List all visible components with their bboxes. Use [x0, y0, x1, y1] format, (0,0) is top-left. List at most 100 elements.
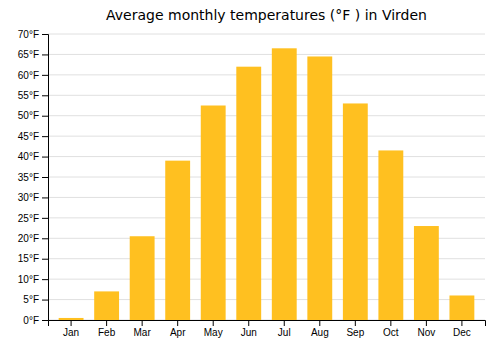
title: Average monthly temperatures (°F ) in Vi…: [106, 7, 427, 23]
tick-label: 35°F: [18, 172, 39, 183]
tick-mark: [42, 279, 48, 280]
tick: Jun: [241, 320, 257, 338]
tick-label: Nov: [417, 327, 435, 338]
tick-mark: [42, 300, 48, 301]
tick-mark: [42, 136, 48, 137]
tick-label: 65°F: [18, 49, 39, 60]
tick: May: [204, 320, 223, 338]
x-axis: Jan Feb Mar Apr May Jun Jul Aug Sep Oct Nov Dec: [49, 320, 486, 338]
tick: 10°F: [18, 274, 48, 285]
tick-mark: [42, 238, 48, 239]
tick-mark: [355, 320, 356, 326]
tick-label: 0°F: [23, 315, 39, 326]
tick-label: 20°F: [18, 233, 39, 244]
tick-mark: [42, 177, 48, 178]
tick: Oct: [383, 320, 399, 338]
tick-label: Mar: [134, 327, 152, 338]
tick-mark: [461, 320, 462, 326]
bar: [130, 236, 155, 320]
tick: Aug: [311, 320, 329, 338]
grid-line: [48, 197, 485, 198]
tick-mark: [42, 157, 48, 158]
tick: Jul: [278, 320, 291, 338]
y-axis: 0°F 5°F 10°F 15°F 20°F 25°F 30°F 35°F 40°F 45°F 50…: [18, 29, 49, 326]
tick-label: 15°F: [18, 253, 39, 264]
tick: Dec: [453, 320, 471, 338]
tick-mark: [177, 320, 178, 326]
tick-mark: [42, 197, 48, 198]
bar: [201, 106, 226, 321]
tick: Jan: [63, 320, 79, 338]
bar: [414, 226, 439, 320]
tick-mark: [213, 320, 214, 326]
tick-label: Feb: [98, 327, 116, 338]
tick-label: 30°F: [18, 192, 39, 203]
tick-mark: [42, 95, 48, 96]
tick-label: 10°F: [18, 274, 39, 285]
tick-label: Jul: [278, 327, 291, 338]
grid-line: [48, 74, 485, 75]
bar: [378, 150, 403, 320]
plot: 0°F 5°F 10°F 15°F 20°F 25°F 30°F 35°F 40°F 45°F 50…: [18, 29, 486, 338]
bar: [59, 318, 84, 320]
tick-label: 50°F: [18, 110, 39, 121]
tick: 5°F: [23, 294, 48, 305]
bar: [236, 67, 261, 320]
tick-label: 60°F: [18, 70, 39, 81]
tick: 60°F: [18, 70, 48, 81]
tick: Feb: [98, 320, 116, 338]
tick-mark: [42, 259, 48, 260]
tick: 65°F: [18, 49, 48, 60]
tick: Mar: [134, 320, 152, 338]
grid-line: [48, 156, 485, 157]
bar: [165, 161, 190, 320]
tick-mark: [390, 320, 391, 326]
tick-mark: [284, 320, 285, 326]
tick-label: Oct: [383, 327, 399, 338]
tick: 15°F: [18, 253, 48, 264]
grid: [48, 34, 485, 320]
tick-mark: [42, 116, 48, 117]
tick-mark: [42, 218, 48, 219]
tick: 30°F: [18, 192, 48, 203]
tick: 50°F: [18, 110, 48, 121]
bars: [59, 48, 475, 320]
tick: 20°F: [18, 233, 48, 244]
tick-mark: [42, 54, 48, 55]
bar: [94, 291, 119, 320]
grid-line: [48, 177, 485, 178]
tick-mark: [142, 320, 143, 326]
tick-mark: [42, 34, 48, 35]
tick: 55°F: [18, 90, 48, 101]
tick-label: 5°F: [23, 294, 39, 305]
tick-mark: [426, 320, 427, 326]
tick-mark: [42, 320, 48, 321]
tick-label: 55°F: [18, 90, 39, 101]
tick: 0°F: [23, 315, 48, 326]
grid-line: [48, 34, 485, 35]
tick: 45°F: [18, 131, 48, 142]
tick-mark: [42, 75, 48, 76]
bar: [343, 103, 368, 320]
tick-label: Aug: [311, 327, 329, 338]
tick-label: Sep: [346, 327, 364, 338]
tick-label: May: [204, 327, 223, 338]
tick-label: 25°F: [18, 213, 39, 224]
tick: 25°F: [18, 213, 48, 224]
tick-mark: [106, 320, 107, 326]
grid-line: [48, 54, 485, 55]
tick-label: Apr: [170, 327, 186, 338]
tick: Nov: [417, 320, 435, 338]
tick: 40°F: [18, 151, 48, 162]
tick: Sep: [346, 320, 364, 338]
grid-line: [48, 136, 485, 137]
axis-line: [42, 35, 49, 321]
tick-label: Jan: [63, 327, 79, 338]
grid-line: [48, 115, 485, 116]
tick-label: Jun: [241, 327, 257, 338]
tick-mark: [248, 320, 249, 326]
grid-line: [48, 95, 485, 96]
axis-line: [49, 321, 486, 327]
tick-mark: [71, 320, 72, 326]
bar: [307, 56, 332, 320]
